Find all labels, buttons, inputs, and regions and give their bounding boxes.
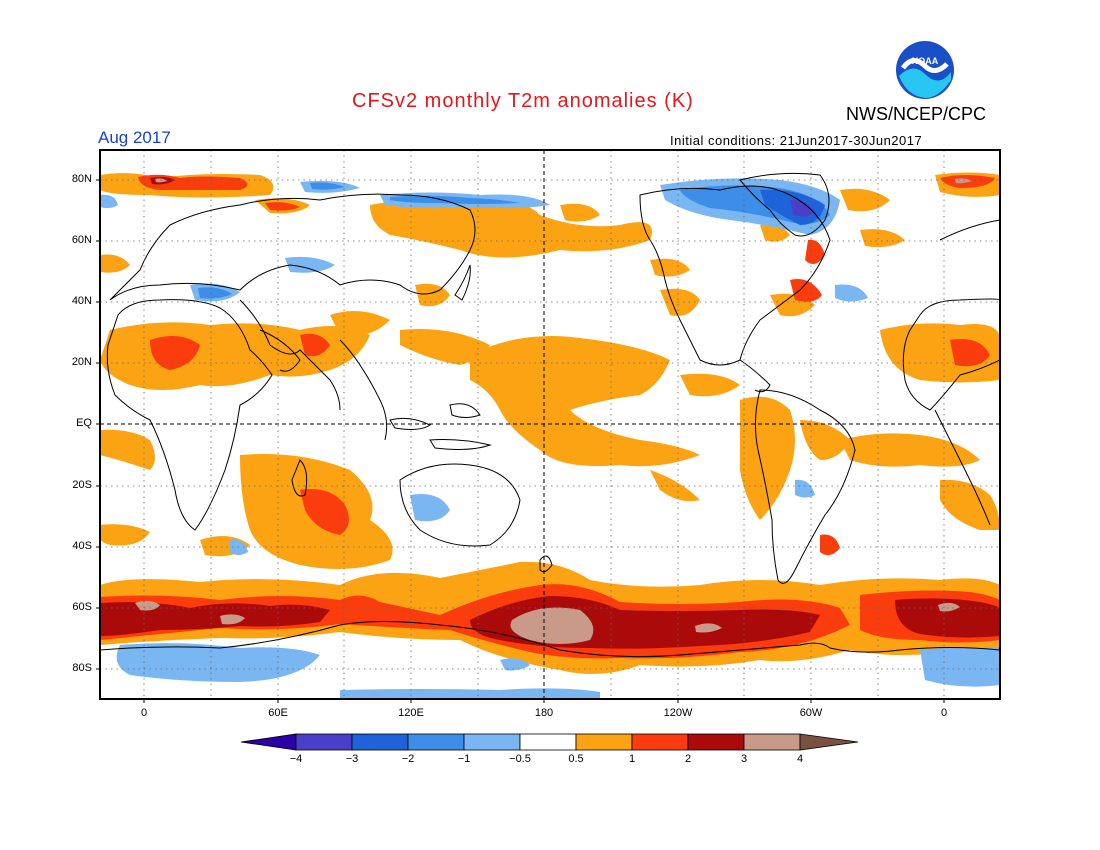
lat-label-20n: 20N — [71, 356, 92, 368]
lon-label-60e: 60E — [268, 707, 288, 719]
colorbar-label: −4 — [289, 753, 303, 765]
colorbar-upper-arrow — [799, 733, 859, 751]
lon-label-0-left: 0 — [140, 707, 148, 719]
lat-label-80n: 80N — [71, 173, 92, 185]
colorbar-label: −1 — [457, 753, 471, 765]
lat-label-60n: 60N — [71, 234, 92, 246]
map-title: CFSv2 monthly T2m anomalies (K) — [352, 90, 694, 112]
colorbar-label: 3 — [740, 753, 748, 765]
lon-label-120e: 120E — [398, 707, 424, 719]
initial-conditions-label: Initial conditions: 21Jun2017-30Jun2017 — [670, 133, 923, 148]
lat-label-40n: 40N — [71, 295, 92, 307]
noaa-logo-icon: NOAA — [896, 41, 954, 99]
lat-label-eq: EQ — [76, 417, 92, 429]
lon-label-180: 180 — [534, 707, 554, 719]
colorbar-label: −0.5 — [509, 753, 531, 765]
equator-dateline — [100, 150, 1000, 699]
lat-label-80s: 80S — [72, 662, 92, 674]
lon-label-0-right: 0 — [940, 707, 948, 719]
axis-ticks — [96, 179, 945, 703]
anomaly-shading — [100, 172, 1000, 699]
colorbar-label: 4 — [796, 753, 804, 765]
colorbar-label: 1 — [628, 753, 636, 765]
colorbar-label: 0.5 — [568, 753, 584, 765]
noaa-logo-text: NOAA — [912, 56, 939, 66]
coastlines — [100, 172, 1000, 658]
lat-label-60s: 60S — [72, 601, 92, 613]
colorbar-label: −2 — [401, 753, 415, 765]
colorbar-label: 2 — [684, 753, 692, 765]
colorbar-label: −3 — [345, 753, 359, 765]
graticule — [100, 150, 1000, 699]
lat-label-40s: 40S — [72, 540, 92, 552]
colorbar — [240, 733, 859, 751]
target-month-label: Aug 2017 — [98, 128, 171, 147]
map-frame — [99, 149, 1001, 700]
lon-label-60w: 60W — [799, 707, 823, 719]
lat-label-20s: 20S — [72, 479, 92, 491]
colorbar-lower-arrow — [240, 733, 297, 751]
agency-label: NWS/NCEP/CPC — [846, 104, 987, 124]
lon-label-120w: 120W — [663, 707, 693, 719]
